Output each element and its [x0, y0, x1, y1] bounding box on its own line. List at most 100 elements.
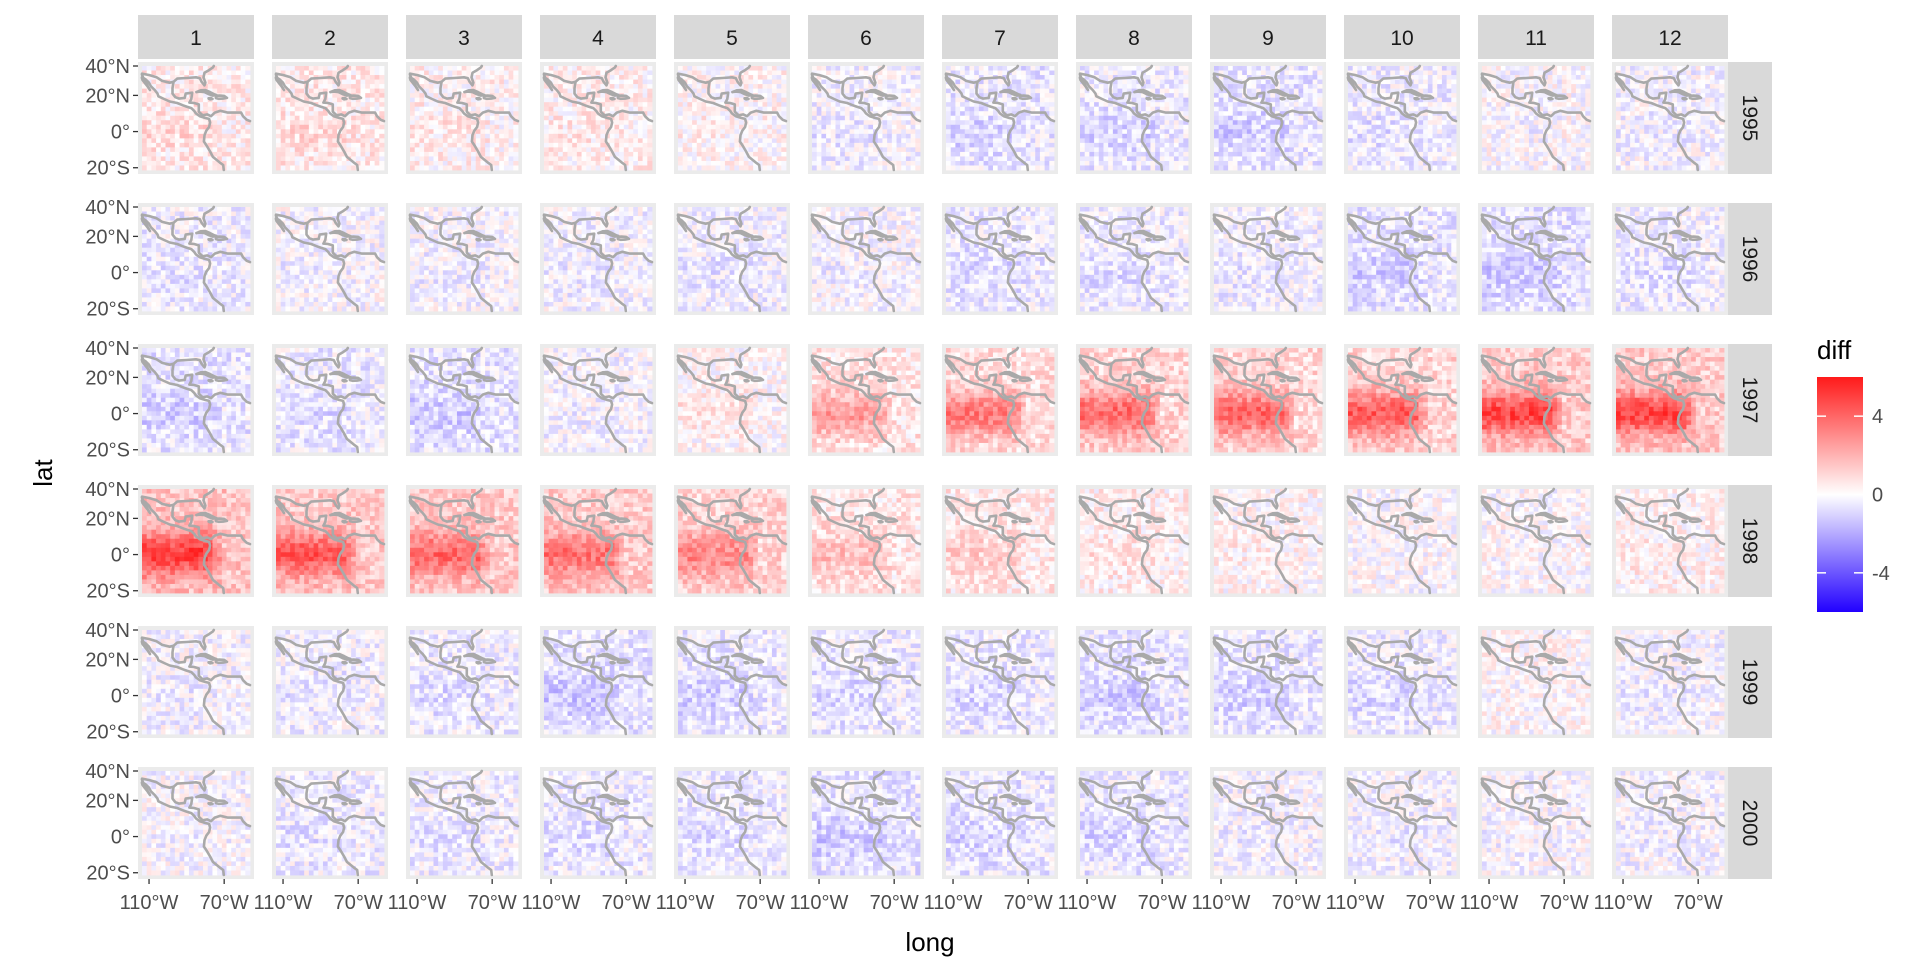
- heat-cell: [369, 70, 376, 76]
- heat-cell: [692, 102, 698, 108]
- heat-cell: [1084, 115, 1090, 121]
- heat-cell: [1098, 120, 1104, 126]
- heat-cell: [245, 115, 251, 121]
- heat-cell: [203, 102, 209, 108]
- heat-cell: [955, 120, 961, 126]
- heat-cell: [558, 147, 564, 153]
- heat-cell: [290, 142, 296, 148]
- heat-cell: [480, 70, 486, 76]
- heat-cell: [351, 111, 357, 117]
- heat-cell: [471, 75, 477, 80]
- heat-cell: [701, 88, 707, 94]
- heat-cell: [1256, 147, 1262, 153]
- heat-cell: [1094, 156, 1100, 162]
- heat-cell: [992, 142, 999, 148]
- heat-cell: [1002, 124, 1008, 130]
- heat-cell: [146, 97, 152, 103]
- heat-cell: [198, 124, 204, 130]
- heat-cell: [586, 133, 592, 139]
- heat-cell: [203, 124, 209, 130]
- heat-cell: [276, 106, 282, 112]
- heat-cell: [508, 70, 514, 76]
- heat-cell: [240, 111, 246, 117]
- heat-cell: [891, 115, 897, 121]
- heat-cell: [562, 66, 568, 71]
- heat-cell: [840, 156, 846, 162]
- heat-cell: [1404, 84, 1410, 90]
- heat-cell: [858, 129, 865, 135]
- heat-cell: [1094, 79, 1100, 85]
- heat-cell: [1094, 97, 1100, 103]
- coastline: [944, 64, 1056, 172]
- heat-cell: [771, 147, 778, 153]
- heat-cell: [240, 75, 246, 80]
- heat-cell: [231, 151, 237, 157]
- heat-cell: [322, 147, 329, 153]
- coastline-coastline_3: [1078, 76, 1164, 172]
- heat-cell: [299, 147, 305, 153]
- heat-cell: [1098, 138, 1104, 144]
- heat-cell: [165, 106, 171, 112]
- heat-cell: [720, 165, 726, 171]
- heat-cell: [1021, 106, 1027, 112]
- heat-cell: [1178, 97, 1184, 103]
- heat-cell: [231, 115, 237, 121]
- heat-cell: [743, 142, 749, 148]
- heat-cell: [692, 151, 698, 157]
- heat-cell: [341, 115, 347, 121]
- heat-cell: [821, 97, 827, 103]
- heat-cell: [513, 97, 519, 103]
- heat-cell: [1218, 111, 1224, 117]
- heat-cell: [355, 88, 361, 94]
- heat-cell: [887, 129, 893, 135]
- heat-cell: [955, 156, 961, 162]
- heat-cell: [365, 115, 371, 121]
- heat-cell: [739, 97, 745, 103]
- heat-cell: [1312, 84, 1318, 90]
- heat-cell: [548, 70, 554, 76]
- heatmap-cells: [812, 66, 921, 171]
- heat-cell: [1173, 147, 1180, 153]
- heat-cell: [1371, 70, 1377, 76]
- heat-cell: [1307, 84, 1314, 90]
- heat-cell: [419, 133, 425, 139]
- heat-cell: [160, 124, 166, 130]
- heat-cell: [1218, 160, 1224, 166]
- heat-cell: [337, 66, 343, 71]
- heat-cell: [322, 129, 329, 135]
- heat-cell: [1183, 84, 1189, 90]
- heat-cell: [1178, 156, 1184, 162]
- heat-cell: [1307, 165, 1314, 171]
- heat-cell: [240, 79, 246, 85]
- heat-cell: [858, 111, 865, 117]
- heat-cell: [221, 102, 227, 108]
- heat-cell: [978, 70, 984, 76]
- heat-cell: [753, 79, 759, 85]
- heat-cell: [1348, 66, 1354, 71]
- heat-cell: [858, 102, 865, 108]
- heat-cell: [1270, 93, 1276, 99]
- heat-cell: [1049, 129, 1055, 135]
- heat-cell: [499, 106, 505, 112]
- heat-cell: [160, 151, 166, 157]
- heat-cell: [1394, 66, 1401, 71]
- heat-cell: [174, 165, 180, 171]
- heat-cell: [1317, 120, 1323, 126]
- heat-cell: [1232, 147, 1238, 153]
- heat-cell: [1237, 75, 1243, 80]
- heat-cell: [313, 70, 319, 76]
- heat-cell: [1080, 97, 1086, 103]
- heat-cell: [235, 106, 242, 112]
- heat-cell: [146, 142, 152, 148]
- heat-cell: [1246, 97, 1252, 103]
- heat-cell: [1044, 165, 1050, 171]
- heat-cell: [471, 124, 477, 130]
- heatmap-cells: [544, 66, 653, 171]
- heat-cell: [1108, 129, 1114, 135]
- heat-cell: [1021, 75, 1027, 80]
- heat-cell: [558, 160, 564, 166]
- heat-cell: [1016, 138, 1022, 144]
- heat-cell: [337, 138, 343, 144]
- heat-cell: [299, 142, 305, 148]
- heat-cell: [915, 66, 921, 71]
